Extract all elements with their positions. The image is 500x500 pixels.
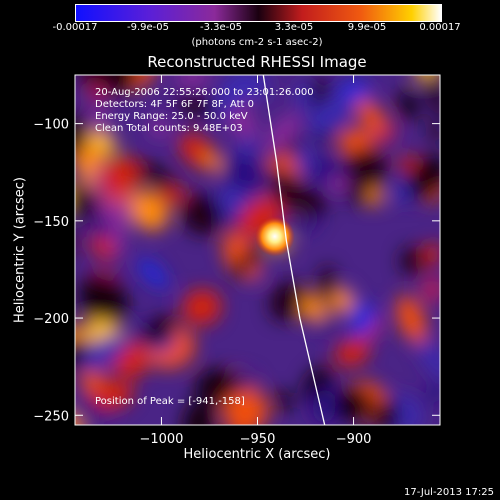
colorbar [75,4,442,22]
annotation-time-range: 20-Aug-2006 22:55:26.000 to 23:01:26.000 [95,87,314,98]
y-axis-label: Heliocentric Y (arcsec) [12,177,28,323]
y-tick-label: −200 [33,312,69,327]
colorbar-tick-label: 0.00017 [419,22,461,33]
y-tick-label: −100 [33,118,69,133]
colorbar-tick-label: 9.9e-05 [347,22,387,33]
annotation-detectors: Detectors: 4F 5F 6F 7F 8F, Att 0 [95,99,255,110]
x-tick-label: −1000 [139,432,183,447]
colorbar-tick-label: -0.00017 [52,22,98,33]
timestamp: 17-Jul-2013 17:25 [403,487,494,498]
x-tick-label: −900 [336,432,372,447]
colorbar-unit-label: (photons cm-2 s-1 asec-2) [191,37,323,48]
y-tick-label: −250 [33,409,69,424]
annotation-peak-position: Position of Peak = [-941,-158] [95,396,245,407]
colorbar-tick-label: 3.3e-05 [274,22,314,33]
x-axis-label: Heliocentric X (arcsec) [183,447,331,462]
colorbar-tick-label: -3.3e-05 [200,22,242,33]
x-tick-label: −950 [240,432,276,447]
peak-emission [254,216,295,257]
annotation-clean-counts: Clean Total counts: 9.48E+03 [95,123,243,134]
chart-title: Reconstructed RHESSI Image [147,53,367,71]
y-tick-label: −150 [33,215,69,230]
annotation-energy-range: Energy Range: 25.0 - 50.0 keV [95,111,248,122]
colorbar-tick-label: -9.9e-05 [127,22,169,33]
